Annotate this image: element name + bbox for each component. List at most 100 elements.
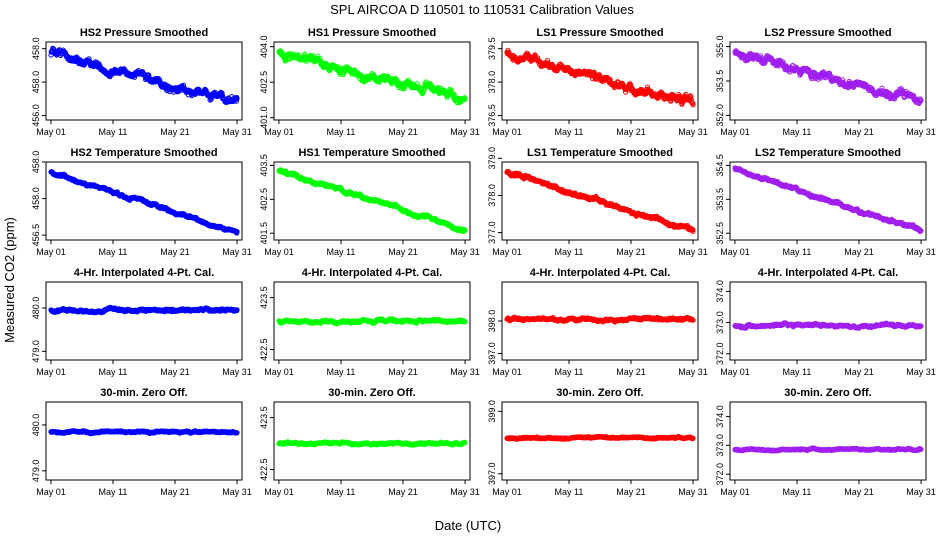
x-tick-label: May 21 — [844, 127, 874, 137]
x-tick-label: May 21 — [388, 247, 418, 257]
x-tick-label: May 11 — [327, 127, 356, 137]
x-tick-label: May 21 — [160, 247, 190, 257]
data-series — [732, 48, 924, 107]
y-axis-label: Measured CO2 (ppm) — [2, 217, 17, 343]
x-tick-label: May 31 — [450, 247, 480, 257]
x-axis-label: Date (UTC) — [435, 518, 501, 533]
panel-title: HS1 Pressure Smoothed — [308, 27, 436, 39]
x-tick-label: May 01 — [492, 127, 522, 137]
x-tick-label: May 31 — [906, 127, 936, 137]
y-tick-label: 352.5 — [715, 222, 725, 245]
x-tick-label: May 31 — [222, 367, 252, 377]
y-tick-label: 479.0 — [31, 340, 41, 363]
data-point — [208, 96, 214, 102]
data-series — [276, 48, 468, 106]
y-tick-label: 423.5 — [259, 286, 269, 309]
x-tick-label: May 01 — [36, 127, 66, 137]
y-tick-label: 353.5 — [715, 70, 725, 93]
x-tick-label: May 31 — [450, 367, 480, 377]
x-tick-label: May 11 — [783, 127, 812, 137]
y-tick-label: 456.0 — [31, 104, 41, 127]
data-series — [48, 169, 240, 236]
data-point — [302, 51, 308, 57]
x-tick-label: May 11 — [99, 247, 128, 257]
panel-5: HS2 Temperature Smoothed 456.5 458.0 458.0 M… — [31, 147, 252, 257]
x-tick-label: May 01 — [492, 247, 522, 257]
data-series — [48, 304, 240, 316]
x-tick-label: May 11 — [99, 367, 128, 377]
x-tick-label: May 21 — [388, 367, 418, 377]
x-tick-label: May 01 — [36, 367, 66, 377]
panel-title: 4-Hr. Interpolated 4-Pt. Cal. — [302, 267, 443, 279]
x-tick-label: May 31 — [678, 247, 708, 257]
y-tick-label: 458.0 — [31, 71, 41, 94]
data-series — [276, 167, 468, 235]
data-series — [504, 47, 696, 108]
x-tick-label: May 31 — [222, 247, 252, 257]
y-tick-label: 354.5 — [715, 154, 725, 177]
panel-title: LS2 Temperature Smoothed — [755, 147, 901, 159]
panel-title: 4-Hr. Interpolated 4-Pt. Cal. — [74, 267, 215, 279]
x-tick-label: May 11 — [555, 127, 584, 137]
y-tick-label: 353.5 — [715, 188, 725, 211]
x-tick-label: May 11 — [99, 127, 128, 137]
data-point — [234, 96, 240, 102]
plot-frame — [45, 41, 243, 121]
panel-6: HS1 Temperature Smoothed 401.5 402.5 403.5 M… — [259, 147, 480, 257]
x-tick-label: May 01 — [264, 127, 294, 137]
y-tick-label: 401.5 — [259, 222, 269, 245]
x-tick-label: May 31 — [222, 127, 252, 137]
x-tick-label: May 01 — [264, 247, 294, 257]
x-tick-label: May 21 — [616, 247, 646, 257]
plot-frame — [273, 41, 471, 121]
panel-title: HS1 Temperature Smoothed — [298, 147, 445, 159]
x-tick-label: May 11 — [783, 247, 812, 257]
x-tick-label: May 21 — [616, 127, 646, 137]
x-tick-label: May 01 — [264, 367, 294, 377]
x-tick-label: May 21 — [844, 247, 874, 257]
y-tick-label: 376.5 — [487, 104, 497, 127]
data-series — [732, 165, 924, 234]
panel-title: LS1 Pressure Smoothed — [536, 27, 663, 39]
data-series — [504, 168, 696, 234]
panel-2: HS1 Pressure Smoothed401.0402.5404.0May … — [259, 27, 480, 137]
x-tick-label: May 11 — [327, 367, 356, 377]
x-tick-label: May 11 — [555, 247, 584, 257]
x-tick-label: May 21 — [160, 127, 190, 137]
panel-7: LS1 Temperature Smoothed377.0378.0379.0M… — [487, 147, 708, 257]
x-tick-label: May 11 — [327, 247, 356, 257]
panel-9: 4-Hr. Interpolated 4-Pt. Cal. 479.0 480.0 M… — [31, 267, 252, 377]
panel-title: HS2 Temperature Smoothed — [70, 147, 217, 159]
y-tick-label: 458.0 — [31, 151, 41, 174]
panel-8: LS2 Temperature Smoothed 352.5 353.5 354.5 M… — [715, 147, 936, 257]
y-tick-label: 403.5 — [259, 154, 269, 177]
x-tick-label: May 01 — [720, 127, 750, 137]
y-tick-label: 352.0 — [715, 104, 725, 127]
y-tick-label: 377.0 — [487, 221, 497, 244]
y-tick-label: 402.5 — [259, 188, 269, 211]
y-tick-label: 456.5 — [31, 224, 41, 247]
main-title: SPL AIRCOA D 110501 to 110531 Calibratio… — [330, 2, 634, 17]
y-tick-label: 355.0 — [715, 35, 725, 58]
panel-4: LS2 Pressure Smoothed 352.0 353.5 355.0 May … — [715, 27, 936, 137]
y-tick-label: 379.5 — [487, 37, 497, 60]
y-tick-label: 422.5 — [259, 338, 269, 361]
panel-10: 4-Hr. Interpolated 4-Pt. Cal. 422.5 423.5 M… — [259, 267, 480, 377]
y-tick-label: 480.0 — [31, 297, 41, 320]
y-tick-label: 379.0 — [487, 147, 497, 170]
panel-3: LS1 Pressure Smoothed 376.5 378.0 379.5 May … — [487, 27, 708, 137]
x-tick-label: May 01 — [720, 247, 750, 257]
x-tick-label: May 31 — [678, 127, 708, 137]
x-tick-label: May 21 — [160, 367, 190, 377]
data-series — [48, 45, 240, 106]
y-tick-label: 458.0 — [31, 187, 41, 210]
panel-title: HS2 Pressure Smoothed — [80, 27, 208, 39]
panel-1: HS2 Pressure Smoothed456.0458.0458.0May … — [31, 27, 252, 137]
y-tick-label: 378.0 — [487, 71, 497, 94]
y-tick-label: 378.0 — [487, 184, 497, 207]
x-tick-label: May 31 — [906, 247, 936, 257]
panel-title: LS2 Pressure Smoothed — [764, 27, 891, 39]
plot-frame — [45, 281, 243, 361]
y-tick-label: 402.5 — [259, 71, 269, 94]
